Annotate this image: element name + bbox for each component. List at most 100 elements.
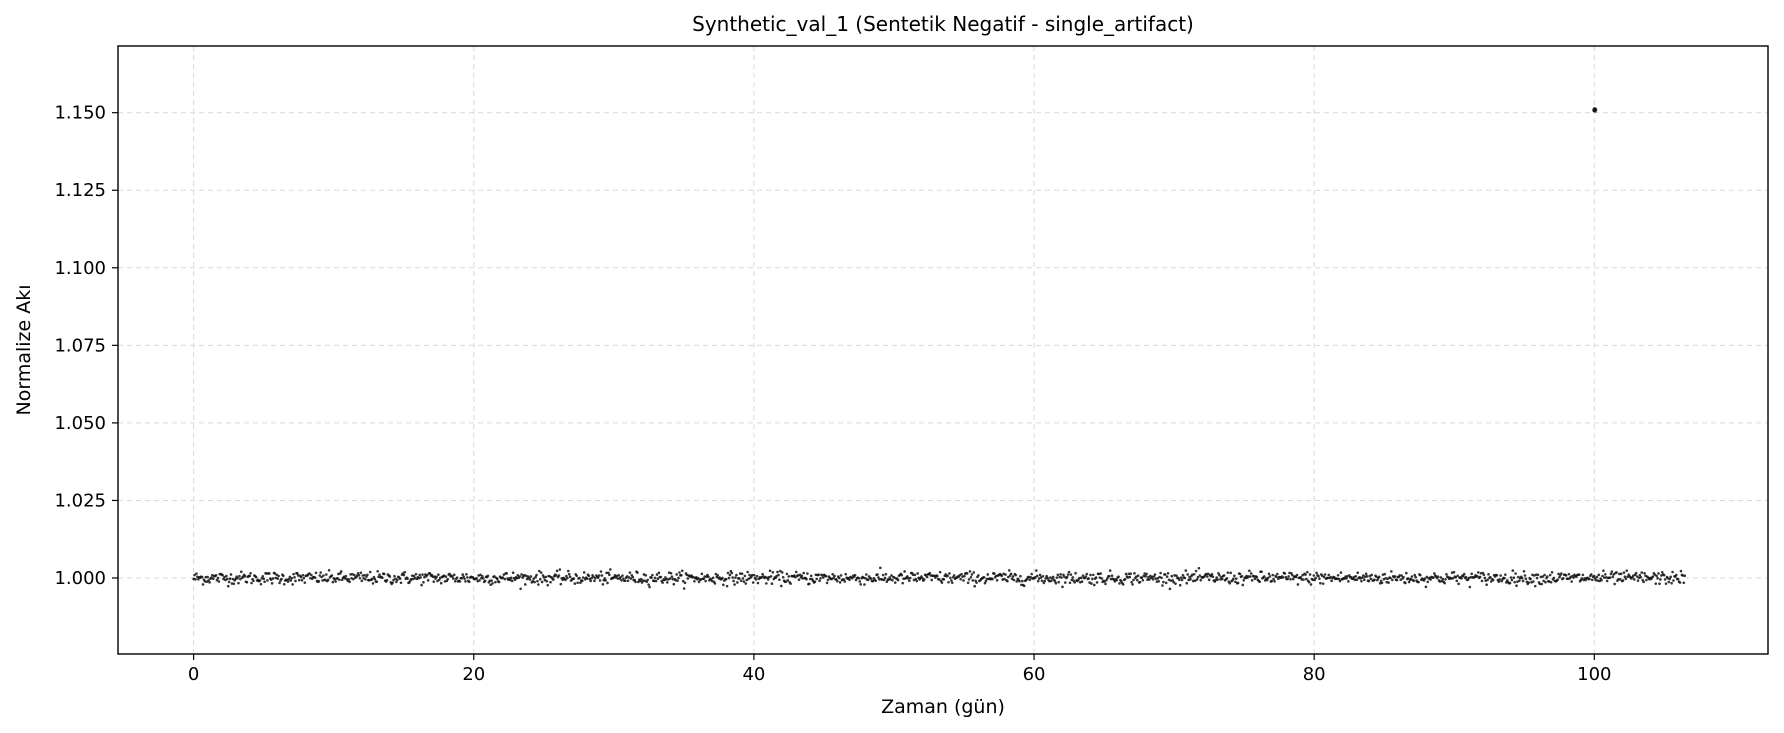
data-point xyxy=(378,573,381,577)
data-point xyxy=(722,583,725,587)
data-point xyxy=(1390,570,1393,573)
data-point xyxy=(1199,578,1203,582)
data-point xyxy=(1529,577,1532,581)
data-point xyxy=(486,574,490,578)
data-point xyxy=(1395,578,1399,582)
data-point xyxy=(1522,569,1526,573)
data-point xyxy=(319,571,323,574)
data-point xyxy=(832,576,835,580)
data-point xyxy=(1063,581,1067,584)
data-point xyxy=(573,582,577,585)
data-point xyxy=(995,579,999,582)
data-point xyxy=(1039,576,1043,579)
data-point xyxy=(446,577,450,581)
data-point xyxy=(1419,573,1422,577)
data-point xyxy=(680,569,684,573)
data-point xyxy=(1080,580,1084,583)
data-point xyxy=(1423,577,1427,580)
data-point xyxy=(238,574,241,578)
data-point xyxy=(1068,581,1072,585)
data-point xyxy=(1323,573,1327,576)
data-point xyxy=(439,581,443,585)
data-point xyxy=(317,580,321,583)
data-point xyxy=(907,579,911,583)
data-point xyxy=(724,577,728,581)
data-point xyxy=(529,575,533,578)
data-point xyxy=(232,582,236,586)
data-point xyxy=(436,579,439,583)
data-point xyxy=(1010,577,1014,581)
data-point xyxy=(668,577,672,580)
data-point xyxy=(777,573,780,577)
y-tick-label: 1.025 xyxy=(54,490,106,511)
data-point xyxy=(901,581,905,585)
data-point xyxy=(266,579,269,582)
data-point xyxy=(1509,576,1513,579)
data-point xyxy=(395,580,398,584)
data-point xyxy=(214,574,218,577)
data-point xyxy=(568,575,572,579)
data-point xyxy=(794,575,797,579)
data-point xyxy=(972,571,976,574)
data-point xyxy=(1417,580,1420,584)
data-point xyxy=(503,577,507,581)
data-point xyxy=(464,580,467,583)
data-point xyxy=(1014,573,1018,577)
data-point xyxy=(1038,573,1042,577)
data-point xyxy=(1635,575,1639,578)
data-point xyxy=(435,575,438,579)
data-point xyxy=(1090,582,1093,585)
data-point xyxy=(1489,575,1492,579)
data-point xyxy=(385,578,389,582)
data-point xyxy=(770,582,774,586)
data-point xyxy=(1469,575,1473,579)
data-point xyxy=(1619,572,1623,576)
data-point xyxy=(1265,578,1269,582)
data-point xyxy=(746,570,749,574)
data-point xyxy=(672,582,676,586)
data-point xyxy=(488,579,492,583)
data-point xyxy=(1055,576,1059,579)
data-point xyxy=(1605,579,1609,583)
data-point xyxy=(1393,575,1397,578)
data-point xyxy=(970,573,974,576)
data-point xyxy=(735,573,738,577)
data-point xyxy=(557,574,561,577)
data-point xyxy=(1512,576,1516,579)
data-point xyxy=(992,572,996,575)
data-point xyxy=(1206,575,1209,578)
data-point xyxy=(652,579,656,583)
data-point xyxy=(399,581,403,585)
data-point xyxy=(596,576,600,579)
data-point xyxy=(273,572,277,575)
data-point xyxy=(1110,574,1114,578)
data-point xyxy=(1283,572,1287,575)
data-point xyxy=(352,577,355,581)
data-point xyxy=(211,577,215,580)
data-point xyxy=(1659,578,1662,581)
data-point xyxy=(1535,576,1539,580)
data-point xyxy=(776,570,779,574)
data-point xyxy=(716,574,720,577)
data-point xyxy=(608,573,611,577)
data-point xyxy=(1079,576,1083,580)
data-point xyxy=(1272,577,1275,581)
data-point xyxy=(732,579,735,583)
data-point xyxy=(962,579,965,582)
data-point xyxy=(1461,574,1465,578)
data-point xyxy=(925,575,929,579)
data-point xyxy=(1577,573,1581,576)
data-point xyxy=(201,583,205,586)
data-point xyxy=(1150,575,1154,579)
data-point xyxy=(678,571,681,574)
data-point xyxy=(205,580,209,583)
data-point xyxy=(1609,572,1613,576)
data-point xyxy=(1380,581,1384,585)
x-axis-label: Zaman (gün) xyxy=(881,696,1005,718)
data-point xyxy=(1429,578,1432,581)
data-point xyxy=(339,570,343,573)
data-point xyxy=(1613,582,1616,586)
data-point xyxy=(789,582,792,585)
data-point xyxy=(748,573,751,577)
data-point xyxy=(461,573,465,576)
